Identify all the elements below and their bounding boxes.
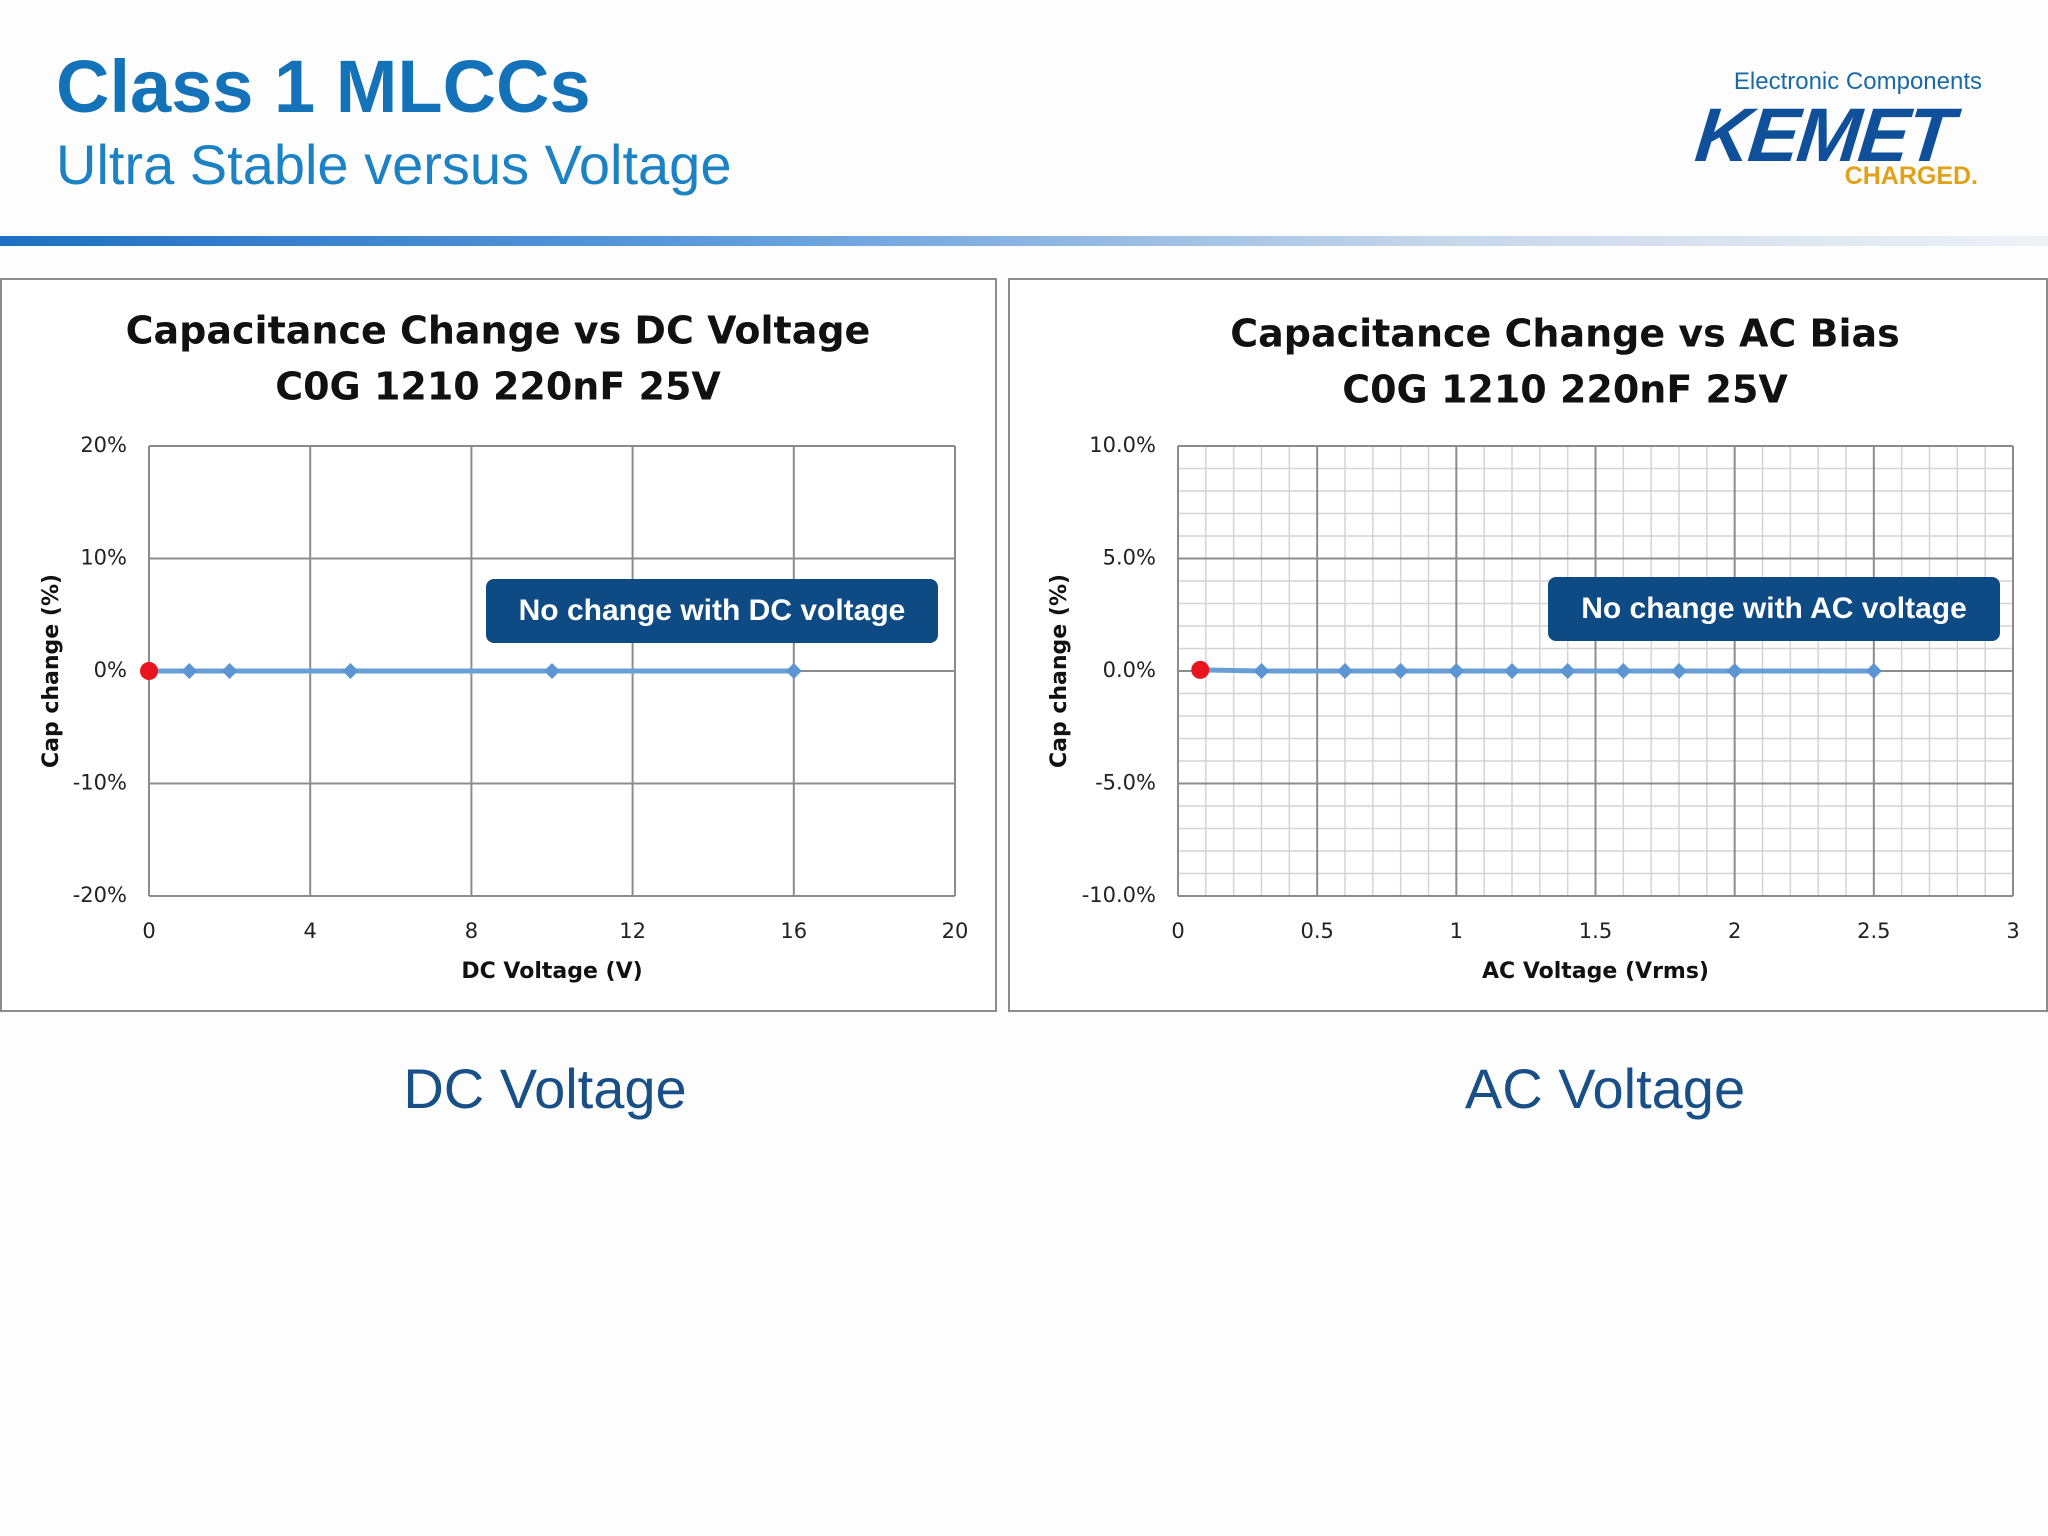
header-divider: [0, 236, 2048, 246]
y-tick-label: 20%: [80, 433, 127, 457]
first-data-point: [140, 662, 158, 680]
y-axis-label: Cap change (%): [39, 574, 64, 768]
chart-subtitle: C0G 1210 220nF 25V: [275, 365, 721, 409]
ac-chart-panel: Capacitance Change vs AC Bias C0G 1210 22…: [1008, 278, 2048, 1012]
dc-voltage-chart: Capacitance Change vs DC Voltage C0G 1210…: [39, 309, 969, 985]
data-point: [1253, 663, 1270, 679]
y-tick-label: 10.0%: [1089, 433, 1156, 457]
data-point: [221, 663, 238, 679]
callout-text: No change with DC voltage: [519, 594, 906, 627]
data-point: [1671, 663, 1687, 679]
chart-title: Capacitance Change vs DC Voltage: [126, 309, 871, 353]
x-axis-label: AC Voltage (Vrms): [1482, 959, 1709, 984]
x-tick-label: 12: [619, 919, 646, 943]
data-point: [1865, 663, 1882, 679]
x-tick-label: 0: [142, 919, 155, 943]
data-point: [1726, 663, 1743, 679]
y-tick-label: -5.0%: [1095, 771, 1156, 795]
x-tick-label: 8: [465, 919, 478, 943]
x-tick-label: 16: [780, 919, 807, 943]
first-data-point: [1191, 660, 1210, 679]
data-point: [1337, 663, 1353, 679]
y-tick-label: 0.0%: [1103, 658, 1156, 682]
slide-subtitle: Ultra Stable versus Voltage: [56, 133, 732, 196]
data-point: [785, 663, 802, 679]
chart-title: Capacitance Change vs AC Bias: [1230, 312, 1900, 356]
data-point: [181, 663, 198, 679]
data-point: [1392, 663, 1409, 679]
x-axis-label: DC Voltage (V): [461, 959, 642, 984]
y-axis-label: Cap change (%): [1047, 574, 1072, 768]
chart-subtitle: C0G 1210 220nF 25V: [1342, 368, 1788, 412]
ac-caption: AC Voltage: [1464, 1057, 1746, 1120]
data-point: [544, 663, 560, 679]
slide-title: Class 1 MLCCs: [56, 45, 591, 128]
x-tick-label: 0: [1171, 919, 1184, 943]
y-tick-label: -10%: [73, 771, 127, 795]
ac-bias-chart: Capacitance Change vs AC Bias C0G 1210 22…: [1047, 312, 2020, 985]
data-point: [1615, 663, 1632, 679]
data-point: [1559, 663, 1576, 679]
y-tick-label: -10.0%: [1082, 883, 1156, 907]
dc-chart-panel: Capacitance Change vs DC Voltage C0G 1210…: [0, 278, 997, 1012]
x-tick-label: 20: [942, 919, 969, 943]
callout-text: No change with AC voltage: [1581, 592, 1967, 625]
y-tick-label: 10%: [80, 546, 127, 570]
y-tick-label: 0%: [94, 658, 127, 682]
y-tick-label: 5.0%: [1103, 546, 1156, 570]
data-point: [1448, 663, 1465, 679]
y-tick-label: -20%: [73, 883, 127, 907]
kemet-logo: Electronic Components KEMET CHARGED.: [1690, 64, 2000, 194]
x-tick-label: 0.5: [1300, 919, 1333, 943]
data-point: [1504, 663, 1520, 679]
x-tick-label: 4: [304, 919, 317, 943]
x-tick-label: 1.5: [1579, 919, 1612, 943]
dc-caption: DC Voltage: [403, 1057, 687, 1120]
data-point: [342, 663, 359, 679]
logo-tagline: Electronic Components: [1733, 68, 1982, 95]
x-tick-label: 3: [2006, 919, 2019, 943]
callout-box: [486, 579, 938, 643]
callout-box: [1548, 577, 2000, 641]
series-line: [1200, 667, 1874, 674]
x-tick-label: 2.5: [1857, 919, 1890, 943]
logo-slogan: CHARGED.: [1844, 162, 1978, 190]
x-tick-label: 1: [1450, 919, 1463, 943]
x-tick-label: 2: [1728, 919, 1741, 943]
